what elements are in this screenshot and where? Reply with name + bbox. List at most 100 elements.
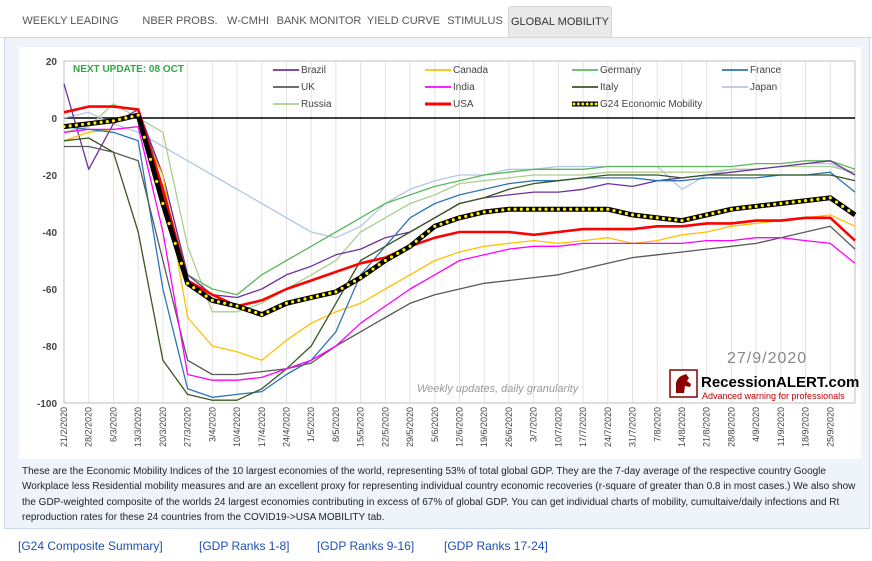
footnote-label: Weekly updates, daily granularity: [417, 383, 580, 395]
y-tick-label: 20: [46, 57, 58, 68]
g24-marker: [637, 214, 641, 218]
y-tick-label: -40: [43, 228, 58, 239]
x-tick-label: 31/7/2020: [628, 407, 638, 447]
g24-marker: [260, 313, 264, 317]
g24-marker: [346, 283, 350, 287]
tab-global-mobility[interactable]: GLOBAL MOBILITY: [508, 6, 612, 37]
g24-marker: [321, 293, 326, 297]
g24-marker: [803, 199, 808, 203]
g24-marker: [359, 276, 363, 280]
g24-marker: [569, 207, 573, 211]
g24-marker: [519, 207, 523, 211]
x-tick-label: 19/6/2020: [479, 407, 489, 447]
g24-marker: [668, 217, 672, 221]
g24-marker: [810, 198, 814, 202]
g24-marker: [179, 261, 184, 265]
g24-marker: [680, 219, 684, 223]
g24-marker: [420, 234, 425, 238]
legend-marker: [581, 102, 585, 106]
legend-label-japan: Japan: [750, 82, 777, 93]
legend-marker: [594, 102, 598, 106]
g24-marker: [773, 202, 777, 206]
g24-marker: [600, 207, 604, 211]
brand-logo: RecessionALERT.com Advanced warning for …: [669, 369, 859, 401]
x-axis-ticks: 21/2/2020 28/2/2020 6/3/2020 13/3/2020 20/3/…: [59, 407, 835, 447]
g24-marker: [760, 204, 764, 208]
series-line-india: [63, 125, 856, 381]
series-lines: [62, 83, 857, 401]
tab-stimulus[interactable]: STIMULUS: [447, 15, 503, 27]
g24-marker: [124, 116, 128, 120]
g24-marker: [192, 285, 196, 290]
g24-marker: [445, 220, 449, 224]
g24-marker: [457, 216, 462, 220]
g24-marker: [630, 213, 635, 217]
g24-marker: [717, 210, 721, 214]
g24-marker: [705, 213, 709, 217]
series-line-japan: [63, 111, 856, 239]
g24-marker: [371, 267, 375, 271]
g24-marker: [649, 215, 653, 219]
legend-label-uk: UK: [301, 82, 315, 93]
link-gdp-ranks-9-16[interactable]: [GDP Ranks 9-16]: [317, 539, 415, 553]
g24-marker: [223, 301, 227, 305]
g24-marker: [655, 216, 659, 220]
g24-marker: [93, 121, 97, 125]
g24-marker: [766, 203, 771, 207]
brand-name: RecessionALERT.com: [701, 374, 859, 391]
y-axis-ticks: 20 0 -20 -40 -60 -80 -100: [37, 57, 855, 410]
tab-yield-curve[interactable]: YIELD CURVE: [366, 15, 441, 27]
tab-weekly-leading-index[interactable]: WEEKLY LEADING INDEX: [22, 15, 119, 57]
g24-marker: [556, 207, 560, 211]
legend-label-g24-economic-mobility: G24 Economic Mobility: [600, 99, 702, 110]
g24-marker: [612, 209, 616, 213]
x-tick-label: 21/8/2020: [702, 407, 712, 447]
x-tick-label: 27/3/2020: [183, 407, 193, 447]
x-tick-label: 6/3/2020: [108, 407, 118, 442]
g24-marker: [297, 298, 301, 302]
g24-marker: [427, 229, 431, 233]
g24-marker: [105, 119, 109, 124]
g24-marker: [674, 218, 678, 222]
g24-marker: [229, 303, 233, 307]
g24-marker: [791, 200, 795, 204]
g24-marker: [167, 221, 171, 226]
link-gdp-ranks-17-24[interactable]: [GDP Ranks 17-24]: [444, 539, 548, 553]
tab-bank-monitor[interactable]: BANK MONITOR: [276, 15, 362, 27]
link-g24-composite-summary[interactable]: [G24 Composite Summary]: [18, 539, 163, 553]
x-tick-label: 29/5/2020: [405, 407, 415, 447]
g24-marker: [525, 207, 530, 211]
x-tick-label: 13/3/2020: [133, 407, 143, 447]
series-line-france: [63, 125, 856, 398]
g24-marker: [62, 124, 66, 129]
g24-marker: [216, 300, 221, 304]
g24-marker: [161, 201, 165, 206]
date-stamp: 27/9/2020: [727, 350, 807, 367]
g24-marker: [513, 207, 517, 211]
g24-marker: [581, 207, 585, 211]
g24-marker: [198, 290, 202, 294]
y-tick-label: 0: [51, 114, 57, 125]
x-tick-label: 10/7/2020: [553, 407, 563, 447]
next-update-label: NEXT UPDATE: 08 OCT: [73, 64, 184, 75]
x-tick-label: 25/9/2020: [825, 407, 835, 447]
g24-marker: [735, 206, 740, 211]
g24-marker: [74, 123, 78, 127]
tab-w-cmhi[interactable]: W-CMHI: [227, 15, 269, 27]
g24-marker: [111, 119, 116, 123]
g24-marker: [253, 310, 258, 315]
g24-marker: [408, 244, 412, 248]
g24-marker: [754, 204, 758, 208]
g24-marker: [389, 255, 394, 259]
x-tick-label: 24/4/2020: [281, 407, 291, 447]
g24-marker: [797, 199, 801, 203]
brand-tagline: Advanced warning for professionals: [702, 391, 845, 401]
g24-marker: [779, 201, 783, 206]
y-tick-label: -100: [37, 399, 57, 410]
series-line-uk: [64, 145, 856, 376]
link-gdp-ranks-1-8[interactable]: [GDP Ranks 1-8]: [199, 539, 290, 553]
g24-marker: [272, 307, 276, 311]
plot-area: [63, 60, 856, 404]
tab-nber-probs[interactable]: NBER PROBS.: [142, 15, 218, 27]
g24-marker: [729, 207, 734, 211]
